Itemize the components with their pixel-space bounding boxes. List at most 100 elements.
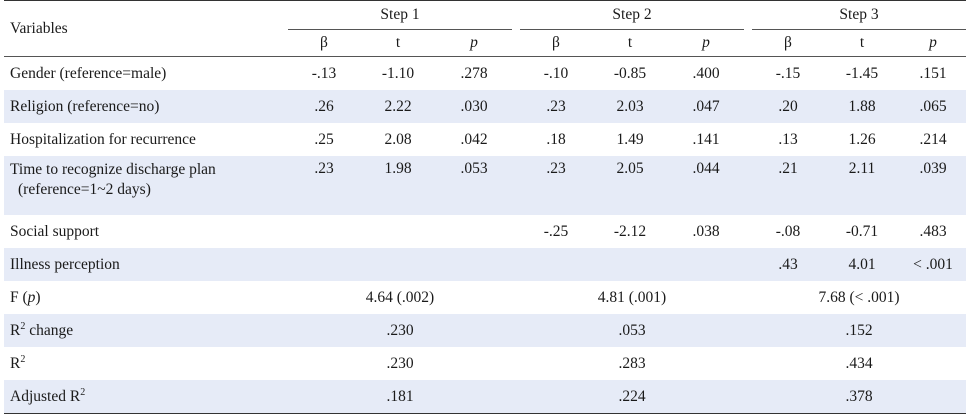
step-1-header: Step 1 xyxy=(288,0,512,30)
cell: -0.71 xyxy=(845,222,879,240)
label-part: 2 xyxy=(80,386,86,398)
cell: 1.88 xyxy=(824,90,900,123)
cell: .278 xyxy=(460,64,488,82)
summary-row-f: F (p) 4.64 (.002) 4.81 (.001) 7.68 (< .0… xyxy=(4,281,966,314)
cell: .230 xyxy=(288,314,512,347)
cell: 2.22 xyxy=(360,90,436,123)
cell: 1.26 xyxy=(848,130,876,148)
row-label: Time to recognize discharge plan (refere… xyxy=(4,156,288,215)
cell: .224 xyxy=(520,380,744,414)
summary-row-adjusted-r2: Adjusted R2 .181 .224 .378 xyxy=(4,380,966,414)
cell: .378 xyxy=(752,380,966,414)
label-part: 2 xyxy=(20,353,26,365)
cell xyxy=(360,248,436,281)
cell: .151 xyxy=(919,64,947,82)
cell: -.13 xyxy=(311,64,337,82)
cell: .047 xyxy=(668,90,744,123)
table-row: Time to recognize discharge plan (refere… xyxy=(4,156,966,215)
cell xyxy=(288,215,360,248)
cell xyxy=(436,215,512,248)
row-label: Illness perception xyxy=(4,248,288,281)
cell: .141 xyxy=(692,130,720,148)
cell: -1.10 xyxy=(381,64,415,82)
row-label: F (p) xyxy=(4,281,288,314)
row-label: Social support xyxy=(10,222,100,240)
cell: -1.45 xyxy=(845,64,879,82)
cell: .434 xyxy=(845,354,873,372)
row-label: Religion (reference=no) xyxy=(4,90,288,123)
cell: .25 xyxy=(314,130,334,148)
cell: .23 xyxy=(520,90,592,123)
summary-row-r2: R2 .230 .283 .434 xyxy=(4,347,966,380)
cell: -.08 xyxy=(775,222,801,240)
cell: 4.81 (.001) xyxy=(597,288,667,306)
cell: -.25 xyxy=(543,222,569,240)
label-part: p xyxy=(27,288,36,306)
cell: .065 xyxy=(900,90,966,123)
cell: .483 xyxy=(919,222,947,240)
t-header: t xyxy=(824,29,900,57)
cell: .21 xyxy=(752,156,824,215)
cell: 4.64 (.002) xyxy=(365,288,435,306)
cell: 2.05 xyxy=(592,156,668,215)
header-row-steps: Variables Step 1 Step 2 Step 3 xyxy=(4,0,966,57)
row-label: Hospitalization for recurrence xyxy=(10,130,196,148)
t-header: t xyxy=(360,29,436,57)
cell: 7.68 (< .001) xyxy=(818,288,900,306)
header-row-stats: β t p β t p β t p xyxy=(4,29,966,57)
p-header: p xyxy=(436,29,512,57)
cell: < .001 xyxy=(900,248,966,281)
cell xyxy=(288,248,360,281)
cell: .214 xyxy=(919,130,947,148)
cell: .18 xyxy=(546,130,566,148)
variables-header: Variables xyxy=(4,0,288,57)
row-label: R2 xyxy=(4,347,288,380)
table-row: Religion (reference=no) .26 2.22 .030 .2… xyxy=(4,90,966,123)
cell: -0.85 xyxy=(613,64,647,82)
label-part: F ( xyxy=(10,288,28,306)
cell: .152 xyxy=(752,314,966,347)
p-header: p xyxy=(900,29,966,57)
cell: 4.01 xyxy=(824,248,900,281)
cell: .283 xyxy=(618,354,646,372)
cell: .181 xyxy=(288,380,512,414)
cell xyxy=(668,248,744,281)
cell: 1.98 xyxy=(360,156,436,215)
cell: .13 xyxy=(778,130,798,148)
cell: 1.49 xyxy=(616,130,644,148)
cell: 2.03 xyxy=(592,90,668,123)
table-row: Gender (reference=male) -.13 -1.10 .278 … xyxy=(4,57,966,91)
table-row: Social support -.25 -2.12 .038 -.08 -0.7… xyxy=(4,215,966,248)
cell: .053 xyxy=(520,314,744,347)
cell: .43 xyxy=(752,248,824,281)
cell: .20 xyxy=(752,90,824,123)
cell: 2.08 xyxy=(384,130,412,148)
label-part: change xyxy=(25,321,74,339)
row-label: R2 change xyxy=(4,314,288,347)
t-header: t xyxy=(592,29,668,57)
cell: .053 xyxy=(436,156,512,215)
p-header: p xyxy=(668,29,744,57)
cell: -2.12 xyxy=(613,222,647,240)
label-part: ) xyxy=(35,288,41,306)
cell xyxy=(520,248,592,281)
cell: 2.11 xyxy=(824,156,900,215)
beta-header: β xyxy=(520,29,592,57)
cell: -.15 xyxy=(775,64,801,82)
beta-header: β xyxy=(288,29,360,57)
label-part: Adjusted R xyxy=(10,387,81,405)
step-2-header: Step 2 xyxy=(520,0,744,30)
row-label-line1: Time to recognize discharge plan xyxy=(10,161,216,178)
cell xyxy=(360,215,436,248)
regression-table: Variables Step 1 Step 2 Step 3 β t p β t… xyxy=(4,0,966,414)
summary-row-r2-change: R2 change .230 .053 .152 xyxy=(4,314,966,347)
cell: .230 xyxy=(386,354,414,372)
cell: .23 xyxy=(288,156,360,215)
cell: .26 xyxy=(288,90,360,123)
label-part: 2 xyxy=(20,320,26,332)
row-label: Gender (reference=male) xyxy=(10,64,167,82)
cell xyxy=(592,248,668,281)
cell: .042 xyxy=(460,130,488,148)
row-label: Adjusted R2 xyxy=(4,380,288,414)
